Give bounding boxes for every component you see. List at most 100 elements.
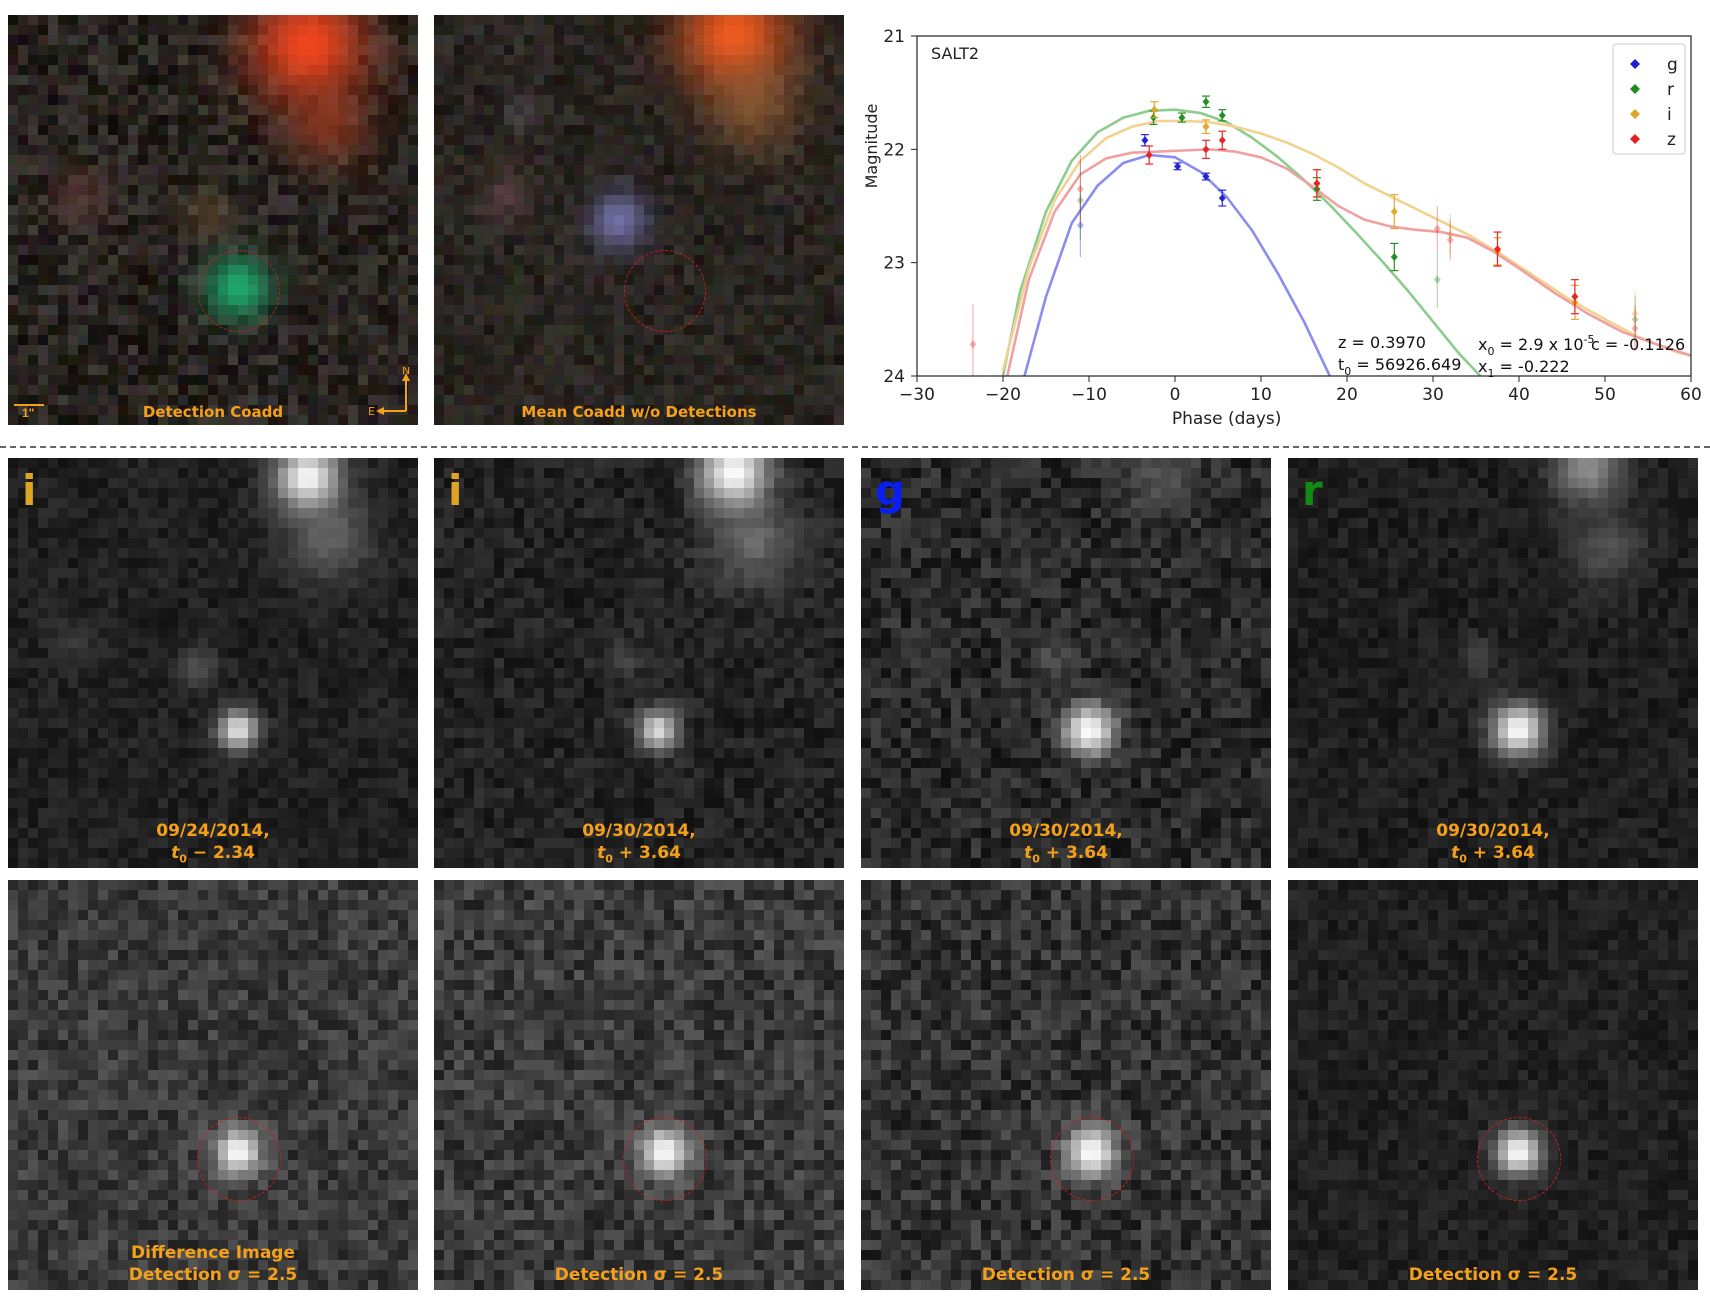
data-point-r [1218,111,1226,120]
compass-arrows-icon: N E [368,367,410,417]
fit-x0: x0 = 2.9 x 10-5 [1478,333,1594,358]
data-point-z [1145,151,1153,159]
y-tick-label: 22 [883,140,905,160]
data-point-i [1631,309,1639,318]
difference-image [8,880,418,1290]
detection-coadd-panel: 1" N E Detection Coadd [8,15,418,425]
data-point-r [1178,113,1186,122]
difference-image [1288,880,1698,1290]
legend-label-g: g [1667,55,1678,75]
detection-circle [1050,1117,1134,1201]
fit-line-r [1001,108,1482,376]
fit-curves [1001,108,1691,376]
fit-c: c = -0.1126 [1591,335,1685,354]
difference-panel-2: Detection σ = 2.5 [434,880,844,1290]
difference-image [861,880,1271,1290]
legend-label-i: i [1667,105,1672,125]
legend-box [1612,43,1686,155]
data-point-z [1202,145,1210,154]
data-point-i [1446,230,1454,239]
difference-caption: Detection σ = 2.5 [1408,1265,1578,1285]
x-tick-label: 10 [1250,385,1272,405]
epoch-date: 09/30/2014, [1436,821,1550,841]
epoch-caption: 09/30/2014, t0 + 3.64 [861,820,1271,868]
data-point-z [1076,185,1084,193]
mean-coadd-panel: Mean Coadd w/o Detections [434,15,844,425]
epoch-image [1288,458,1698,868]
y-tick-label: 24 [883,367,905,387]
detection-circle [624,250,706,332]
data-point-r [1631,315,1639,324]
data-point-r [1076,196,1084,205]
epoch-date: 09/30/2014, [1009,821,1123,841]
epoch-panel-2: i 09/30/2014, t0 + 3.64 [434,458,844,868]
compass-n-label: N [402,367,410,377]
difference-caption: Detection σ = 2.5 [981,1265,1151,1285]
difference-image [434,880,844,1290]
mean-coadd-caption: Mean Coadd w/o Detections [521,403,757,421]
data-point-i [1390,207,1398,216]
difference-panel-4: Detection σ = 2.5 [1288,880,1698,1290]
detection-circle [198,250,280,332]
band-label: i [448,466,463,515]
scale-bar-label: 1" [22,406,35,420]
detection-circle [197,1117,281,1201]
y-tick-label: 21 [883,27,905,47]
y-axis-label: Magnitude [862,104,881,189]
epoch-phase: t0 − 2.34 [171,843,255,866]
legend-label-r: r [1667,80,1674,100]
data-point-g [1202,172,1210,181]
detection-coadd-caption: Detection Coadd [142,403,284,421]
x-tick-label: 40 [1508,385,1530,405]
data-point-z [1218,136,1226,145]
epoch-caption: 09/30/2014, t0 + 3.64 [1288,820,1698,868]
data-point-r [1433,275,1441,284]
legend-label-z: z [1667,130,1676,150]
x-tick-label: 0 [1170,385,1181,405]
y-tick-label: 23 [883,254,905,274]
data-point-z [1313,179,1321,188]
data-points [969,95,1639,376]
legend-marker-g [1630,59,1640,69]
difference-caption: Detection σ = 2.5 [554,1265,724,1285]
band-label: i [22,466,37,515]
detection-coadd-image [8,15,418,425]
x-axis-label: Phase (days) [1172,409,1282,429]
data-point-z [1446,236,1454,244]
legend-marker-i [1630,109,1640,119]
legend-marker-r [1630,84,1640,94]
data-point-g [1218,194,1226,203]
epoch-image [861,458,1271,868]
x-tick-label: 20 [1336,385,1358,405]
detection-circle [623,1117,707,1201]
data-point-r [1202,97,1210,106]
epoch-image [434,458,844,868]
data-point-g [1076,221,1084,230]
data-point-i [1150,105,1158,114]
x-tick-label: 30 [1422,385,1444,405]
data-point-r [1390,253,1398,261]
data-point-z [1571,292,1579,301]
scale-bar [14,404,44,406]
epoch-date: 09/30/2014, [582,821,696,841]
fit-t0: t0 = 56926.649 [1338,355,1461,378]
detection-circle [1477,1117,1561,1201]
difference-caption: Difference Image Detection σ = 2.5 [128,1243,298,1285]
light-curve-chart: −30 −20 −10 0 10 20 30 40 50 60 21 22 23 24 Phase (day… [862,27,1702,429]
epoch-phase: t0 + 3.64 [597,843,681,866]
fit-line-g [1023,153,1331,376]
fit-x1: x1 = -0.222 [1478,357,1570,380]
fit-line-z [1006,148,1691,376]
epoch-caption: 09/24/2014, t0 − 2.34 [8,820,418,868]
data-point-g [1174,162,1182,171]
x-tick-label: 50 [1594,385,1616,405]
data-point-g [1141,136,1149,145]
mean-coadd-image [434,15,844,425]
plot-frame [916,35,1692,377]
legend-marker-z [1630,134,1640,144]
band-label: g [875,466,906,515]
x-tick-label: −30 [899,385,935,405]
epoch-caption: 09/30/2014, t0 + 3.64 [434,820,844,868]
x-tick-label: −10 [1071,385,1107,405]
x-tick-label: 60 [1680,385,1702,405]
